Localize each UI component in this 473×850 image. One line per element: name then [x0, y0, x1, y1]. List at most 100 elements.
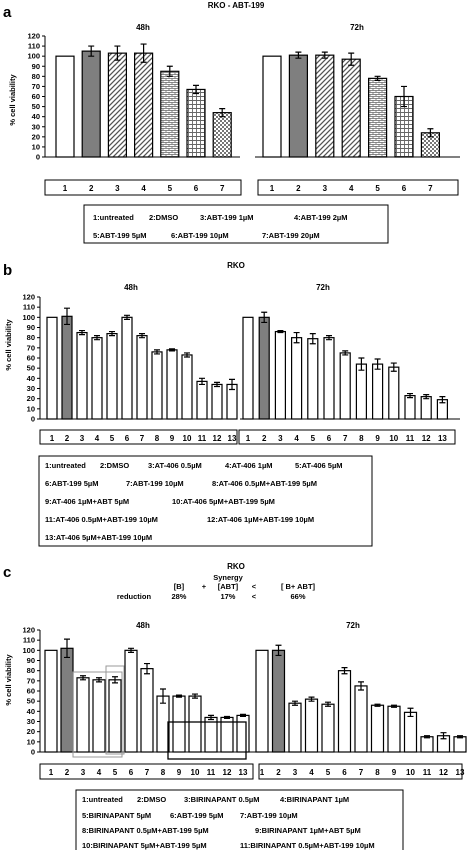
panel-c-synergy: Synergy [B] + [ABT] < [ B+ ABT] reductio… — [117, 573, 316, 601]
bar — [355, 363, 367, 420]
category-label: 7 — [343, 434, 348, 443]
bar — [212, 112, 232, 158]
error-bar — [374, 75, 381, 81]
panel-c-category-box-72h — [258, 763, 463, 780]
legend-item: 7:ABT-199 20µM — [262, 231, 320, 240]
panel-c: c RKO Synergy [B] + [ABT] < [ B+ ABT] re… — [3, 562, 467, 850]
error-bar — [208, 714, 214, 721]
bar — [44, 649, 58, 753]
category-label: 11 — [406, 434, 415, 443]
error-bar — [308, 696, 315, 702]
category-label: 7 — [145, 768, 150, 777]
y-tick-label: 60 — [32, 92, 40, 101]
category-label: 9 — [170, 434, 175, 443]
y-tick-label: 80 — [27, 666, 35, 675]
panel-b-ylabel: % cell viability — [4, 319, 13, 371]
bar — [262, 55, 282, 158]
error-bar — [224, 715, 230, 720]
legend-item: 4:ABT-199 2µM — [294, 213, 348, 222]
category-label: 4 — [141, 184, 146, 193]
category-label: 13 — [456, 768, 465, 777]
category-label: 7 — [428, 184, 433, 193]
bar — [106, 333, 118, 420]
bar — [242, 316, 254, 420]
bar — [61, 315, 73, 420]
bar — [76, 677, 90, 753]
svg-text:reduction 28%: reduction 28% 17% < 66% — [117, 592, 306, 601]
synergy-term: 28% — [171, 592, 186, 601]
y-tick-label: 20 — [27, 727, 35, 736]
panel-a-subtitle-48h: 48h — [136, 23, 150, 32]
error-bar — [427, 128, 434, 138]
bar — [453, 736, 467, 753]
legend-item: 1:untreated — [93, 213, 134, 222]
error-bar — [321, 51, 328, 59]
error-bar — [261, 311, 268, 324]
panel-b-bars-48h — [46, 307, 238, 420]
bar — [151, 351, 163, 420]
error-bar — [166, 65, 173, 77]
error-bar — [214, 381, 220, 388]
legend-item: 2:DMSO — [100, 461, 129, 470]
y-tick-label: 110 — [23, 303, 35, 312]
y-tick-label: 0 — [31, 748, 35, 757]
panel-a-subtitle-72h: 72h — [350, 23, 364, 32]
svg-text:1:untreated 2:DMSO: 1:untreated 2:DMSO 3:BIRINAPANT 0.5µM 4:… — [82, 795, 349, 804]
error-bar — [94, 335, 100, 341]
error-bar — [154, 349, 160, 355]
bar — [387, 705, 401, 753]
bar — [370, 704, 385, 753]
bar — [339, 352, 351, 420]
panel-a-category-box-48h — [44, 179, 242, 196]
category-label: 1 — [270, 184, 275, 193]
error-bar — [293, 331, 300, 344]
bar — [403, 711, 418, 753]
error-bar — [341, 667, 348, 675]
error-bar — [80, 675, 86, 681]
error-bar — [88, 45, 95, 57]
panel-c-category-box-48h — [39, 763, 254, 780]
category-label: 4 — [349, 184, 354, 193]
category-label: 7 — [359, 768, 364, 777]
error-bar — [140, 43, 147, 63]
panel-b-category-box-48h — [39, 429, 238, 445]
category-label: 1 — [63, 184, 68, 193]
error-bar — [391, 704, 397, 708]
category-label: 4 — [294, 434, 299, 443]
bar — [274, 330, 286, 420]
category-label: 12 — [223, 768, 232, 777]
y-tick-label: 120 — [22, 293, 35, 302]
y-tick-label: 40 — [27, 707, 35, 716]
y-tick-label: 30 — [27, 384, 35, 393]
bar — [107, 52, 128, 158]
error-bar — [295, 51, 302, 59]
panel-b-letter: b — [3, 262, 12, 279]
bar — [134, 52, 154, 158]
error-bar — [390, 362, 397, 372]
bar — [196, 380, 208, 420]
category-label: 13 — [239, 768, 248, 777]
svg-text:13:AT-406 5µM+ABT-199 10µM: 13:AT-406 5µM+ABT-199 10µM — [45, 533, 152, 542]
bar — [140, 668, 154, 753]
error-bar — [128, 647, 134, 653]
panel-c-legend: 1:untreated 2:DMSO 3:BIRINAPANT 0.5µM 4:… — [82, 795, 375, 850]
category-label: 3 — [278, 434, 283, 443]
y-tick-label: 0 — [31, 415, 35, 424]
category-label: 2 — [296, 184, 301, 193]
bar — [288, 702, 302, 753]
category-label: 9 — [375, 434, 380, 443]
category-label: 12 — [439, 768, 448, 777]
bar — [420, 736, 434, 753]
category-label: 13 — [438, 434, 447, 443]
category-label: 3 — [293, 768, 298, 777]
category-label: 4 — [309, 768, 314, 777]
bar — [60, 647, 74, 753]
y-tick-label: 20 — [32, 132, 40, 141]
panel-a-category-box-72h — [257, 179, 459, 196]
panel-b-categories: 1 2 3 4 5 6 7 8 9 10 11 12 13 1 2 3 4 5 6 7 8 9 10 11 12 13 — [50, 434, 448, 443]
panel-b: b RKO % cell viability 01020304050607080… — [3, 261, 460, 547]
category-label: 10 — [406, 768, 415, 777]
bar — [181, 354, 193, 420]
bar — [288, 54, 308, 158]
highlight-box-combination — [167, 721, 247, 760]
